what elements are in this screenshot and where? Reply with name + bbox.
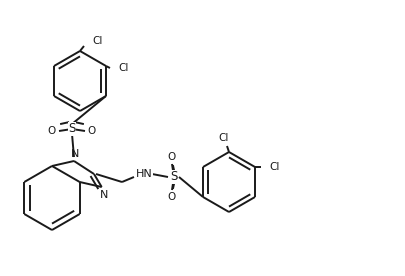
Text: S: S	[170, 171, 177, 184]
Text: S: S	[68, 123, 75, 136]
Text: N: N	[99, 190, 108, 200]
Text: O: O	[167, 192, 176, 202]
Text: HN: HN	[135, 169, 152, 179]
Text: O: O	[48, 126, 56, 136]
Text: Cl: Cl	[269, 162, 279, 172]
Text: Cl: Cl	[92, 36, 102, 46]
Text: Cl: Cl	[218, 133, 229, 143]
Text: Cl: Cl	[118, 63, 128, 73]
Text: O: O	[87, 126, 96, 136]
Text: O: O	[167, 152, 176, 162]
Text: N: N	[70, 149, 79, 159]
